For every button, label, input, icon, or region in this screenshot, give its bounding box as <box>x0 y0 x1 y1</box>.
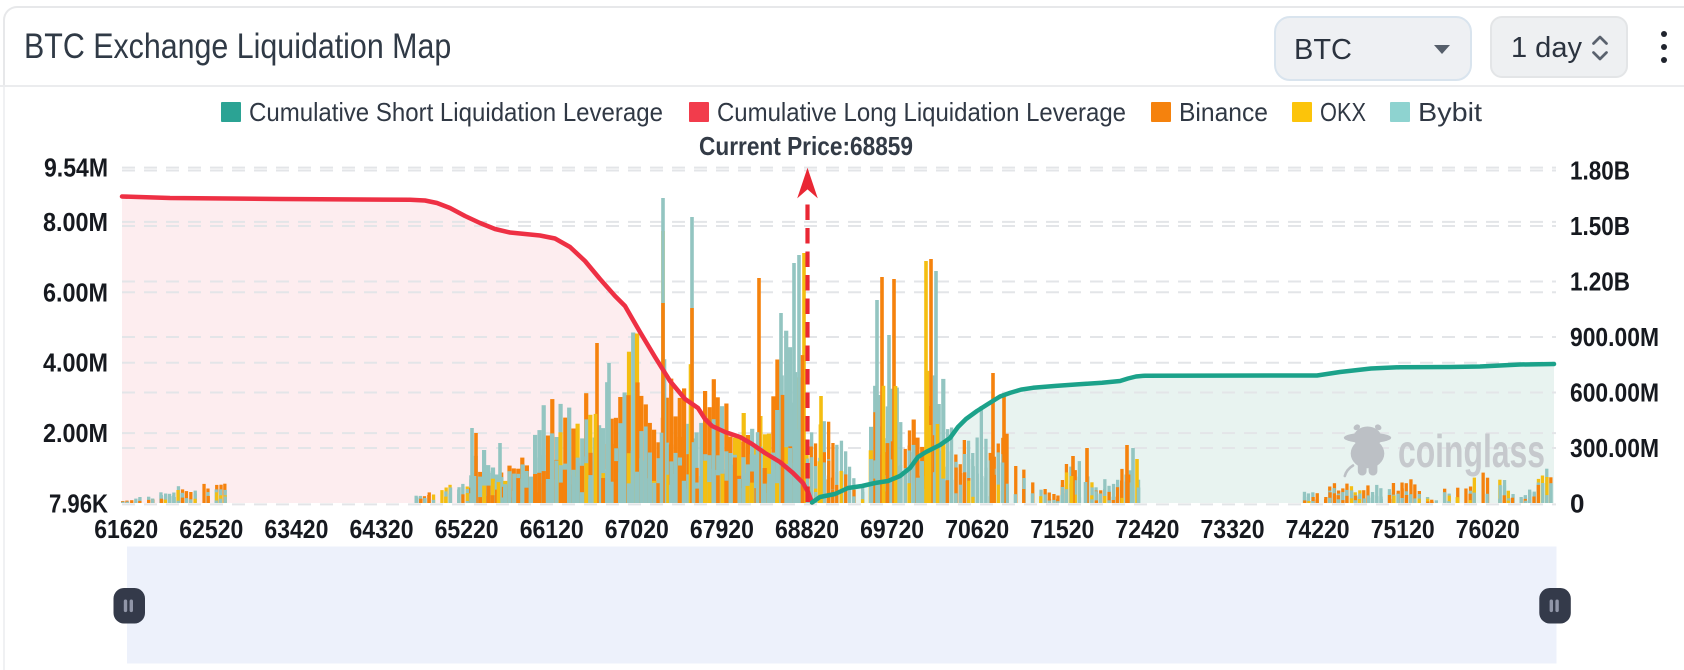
svg-text:70620: 70620 <box>945 514 1009 544</box>
svg-text:64320: 64320 <box>350 514 414 544</box>
svg-text:7.96K: 7.96K <box>49 489 108 519</box>
svg-text:600.00M: 600.00M <box>1570 378 1659 408</box>
svg-text:Binance: Binance <box>1179 97 1268 127</box>
svg-text:6.00M: 6.00M <box>43 277 108 307</box>
svg-text:67020: 67020 <box>605 514 669 544</box>
svg-text:62520: 62520 <box>179 514 243 544</box>
svg-text:Cumulative Long Liquidation Le: Cumulative Long Liquidation Leverage <box>717 97 1126 127</box>
svg-text:66120: 66120 <box>520 514 584 544</box>
svg-text:8.00M: 8.00M <box>43 207 108 237</box>
svg-text:71520: 71520 <box>1030 514 1094 544</box>
svg-text:900.00M: 900.00M <box>1570 322 1659 352</box>
svg-text:0: 0 <box>1570 489 1584 519</box>
svg-text:Cumulative Short Liquidation L: Cumulative Short Liquidation Leverage <box>249 97 663 127</box>
svg-text:1.20B: 1.20B <box>1570 267 1630 297</box>
svg-text:75120: 75120 <box>1371 514 1435 544</box>
svg-text:Bybit: Bybit <box>1418 97 1483 127</box>
svg-text:1.80B: 1.80B <box>1570 156 1630 186</box>
svg-text:69720: 69720 <box>860 514 924 544</box>
svg-text:300.00M: 300.00M <box>1570 433 1659 463</box>
svg-text:OKX: OKX <box>1320 97 1366 127</box>
svg-text:72420: 72420 <box>1115 514 1179 544</box>
svg-text:61620: 61620 <box>94 514 158 544</box>
svg-text:65220: 65220 <box>435 514 499 544</box>
svg-text:9.54M: 9.54M <box>44 153 108 183</box>
svg-text:63420: 63420 <box>264 514 328 544</box>
svg-text:68820: 68820 <box>775 514 839 544</box>
svg-text:1.50B: 1.50B <box>1570 211 1630 241</box>
svg-text:73320: 73320 <box>1201 514 1265 544</box>
svg-text:67920: 67920 <box>690 514 754 544</box>
svg-text:2.00M: 2.00M <box>43 418 108 448</box>
svg-text:coinglass: coinglass <box>1398 425 1545 477</box>
svg-text:74220: 74220 <box>1286 514 1350 544</box>
svg-text:76020: 76020 <box>1456 514 1520 544</box>
svg-text:Current Price:68859: Current Price:68859 <box>699 131 913 161</box>
svg-text:4.00M: 4.00M <box>43 348 108 378</box>
